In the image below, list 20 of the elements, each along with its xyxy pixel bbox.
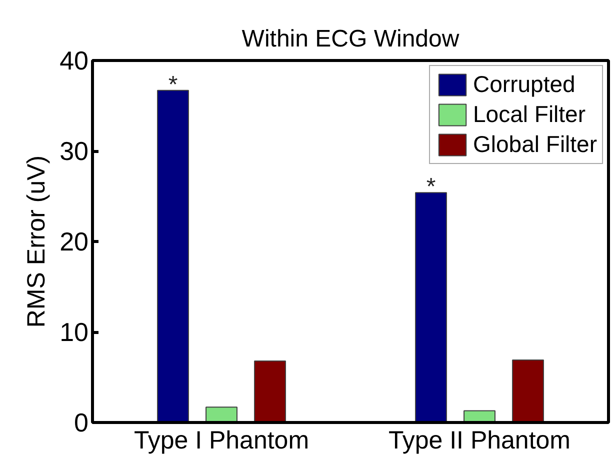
legend-label: Local Filter bbox=[473, 101, 586, 128]
y-axis-title: RMS Error (uV) bbox=[22, 155, 51, 328]
annotation: * bbox=[168, 71, 178, 98]
y-tick-label: 0 bbox=[74, 408, 89, 438]
y-tick-label: 40 bbox=[60, 46, 88, 76]
bar bbox=[464, 410, 496, 422]
legend-label: Global Filter bbox=[473, 131, 597, 158]
bar bbox=[254, 360, 286, 422]
x-tick-label: Type I Phantom bbox=[134, 426, 310, 454]
bar bbox=[157, 90, 189, 422]
bar bbox=[415, 192, 447, 422]
x-tick-label: Type II Phantom bbox=[388, 426, 571, 454]
bar bbox=[512, 360, 544, 422]
y-tick-label: 20 bbox=[60, 226, 88, 256]
annotation: * bbox=[426, 174, 436, 201]
chart-title: Within ECG Window bbox=[242, 26, 460, 52]
y-tick-label: 30 bbox=[60, 136, 88, 166]
y-tick-label: 10 bbox=[60, 317, 88, 347]
legend-label: Corrupted bbox=[473, 71, 576, 98]
bar bbox=[206, 406, 238, 422]
